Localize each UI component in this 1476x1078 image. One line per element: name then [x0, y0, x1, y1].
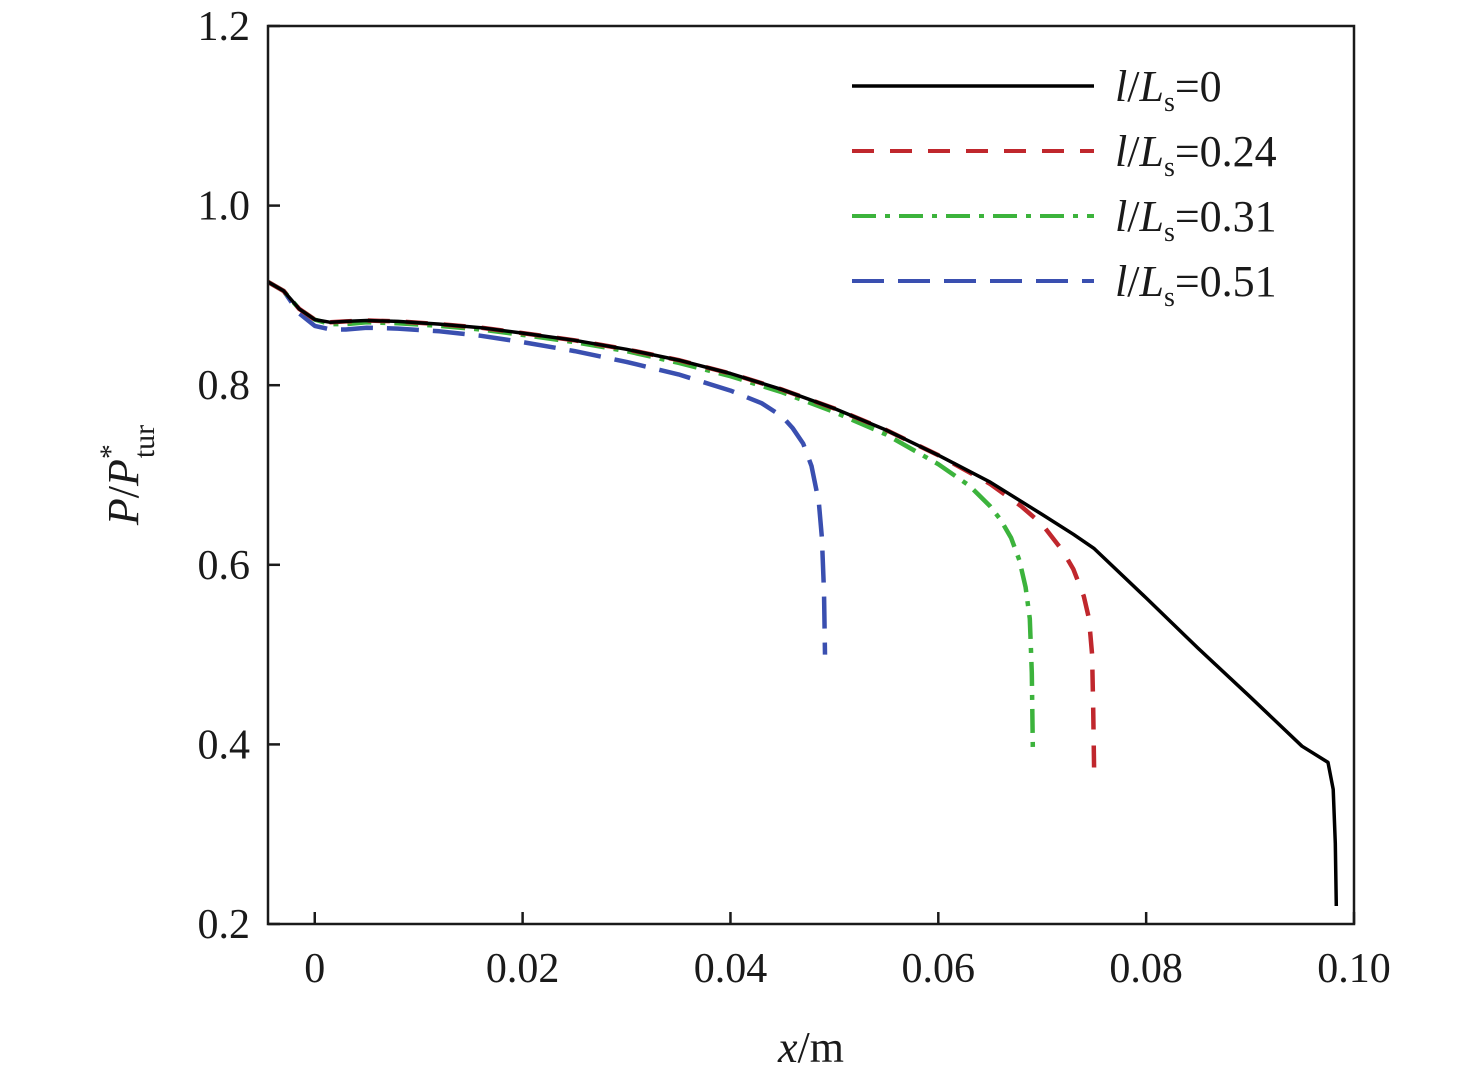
y-axis-label: P/P*tur	[94, 425, 161, 526]
legend-sub: s	[1164, 282, 1175, 313]
series-line-3	[266, 279, 828, 655]
x-axis-label: x/m	[777, 1023, 844, 1072]
legend-var-L: L	[1138, 127, 1163, 176]
x-tick-label: 0	[304, 946, 325, 992]
legend-var-L: L	[1138, 257, 1163, 306]
y-tick-label: 1.2	[198, 4, 251, 50]
legend: l/Ls=0l/Ls=0.24l/Ls=0.31l/Ls=0.51	[852, 62, 1277, 313]
legend-sub: s	[1164, 152, 1175, 183]
y-axis-label-var2: P	[99, 459, 148, 487]
y-tick-label: 0.4	[198, 722, 251, 768]
legend-value: =0.51	[1175, 257, 1277, 306]
y-tick-label: 1.0	[198, 184, 251, 230]
x-tick-label: 0.04	[694, 946, 768, 992]
legend-slash: /	[1127, 257, 1140, 306]
legend-var-l: l	[1115, 62, 1127, 111]
legend-var-L: L	[1138, 192, 1163, 241]
legend-slash: /	[1127, 192, 1140, 241]
x-tick-label: 0.10	[1317, 946, 1391, 992]
legend-slash: /	[1127, 62, 1140, 111]
x-axis-label-unit: /m	[798, 1023, 844, 1072]
legend-label-0: l/Ls=0	[1115, 62, 1222, 118]
x-tick-label: 0.06	[902, 946, 976, 992]
y-axis-label-sup: *	[94, 444, 127, 459]
x-axis-label-var: x	[777, 1023, 798, 1072]
y-axis-label-sub: tur	[128, 425, 161, 458]
series-layer	[266, 279, 1339, 907]
legend-sub: s	[1164, 217, 1175, 248]
y-tick-label: 0.6	[198, 543, 251, 589]
legend-slash: /	[1127, 127, 1140, 176]
x-tick-label: 0.08	[1109, 946, 1183, 992]
plot-frame	[266, 24, 1356, 926]
x-ticks: 0 0.02 0.04 0.06 0.08 0.10	[304, 912, 1391, 992]
x-tick-label: 0.02	[486, 946, 560, 992]
y-axis-label-var1: P	[99, 498, 148, 526]
legend-label-3: l/Ls=0.51	[1115, 257, 1277, 313]
y-axis-label-slash: /	[99, 485, 148, 498]
legend-var-l: l	[1115, 192, 1127, 241]
legend-value: =0.31	[1175, 192, 1277, 241]
legend-value: =0.24	[1175, 127, 1277, 176]
legend-value: =0	[1175, 62, 1222, 111]
y-tick-label: 0.2	[198, 902, 251, 948]
legend-sub: s	[1164, 87, 1175, 118]
legend-var-l: l	[1115, 257, 1127, 306]
legend-label-2: l/Ls=0.31	[1115, 192, 1277, 248]
legend-var-L: L	[1138, 62, 1163, 111]
y-tick-label: 0.8	[198, 363, 251, 409]
legend-label-1: l/Ls=0.24	[1115, 127, 1277, 183]
series-line-0	[267, 280, 1339, 907]
y-ticks: 0.2 0.4 0.6 0.8 1.0 1.2	[198, 4, 280, 948]
legend-var-l: l	[1115, 127, 1127, 176]
